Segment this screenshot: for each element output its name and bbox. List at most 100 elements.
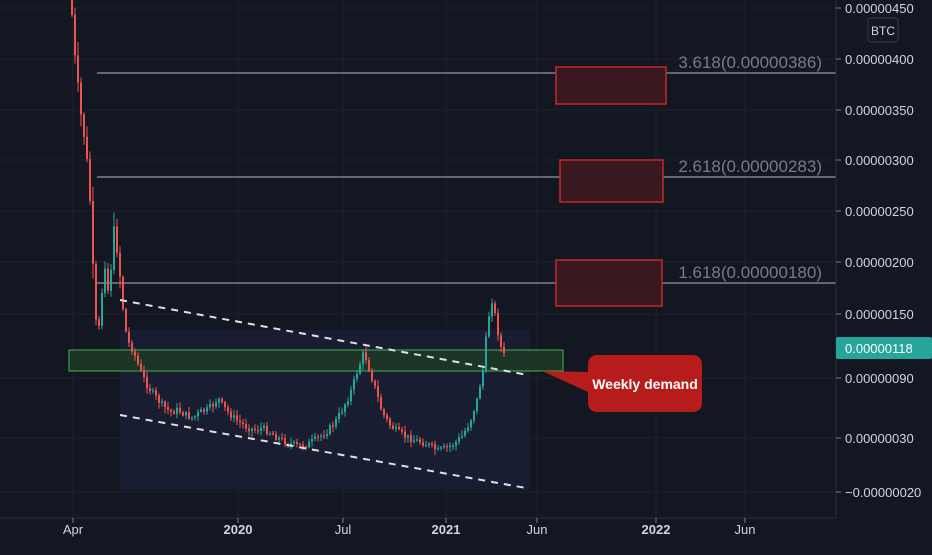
candle-body xyxy=(113,226,115,270)
candle-body xyxy=(239,420,241,423)
candle-body xyxy=(80,82,82,115)
candle-body xyxy=(278,437,280,440)
candle-body xyxy=(329,425,331,435)
candle-body xyxy=(479,386,481,399)
target-box-1618 xyxy=(555,259,663,307)
y-tick-label: 0.00000350 xyxy=(845,103,914,118)
trend-lines xyxy=(119,299,529,489)
candle-body xyxy=(83,114,85,137)
candle-body xyxy=(128,331,130,343)
candle-body xyxy=(101,293,103,326)
candle-body xyxy=(71,0,73,15)
candle-body xyxy=(365,352,367,361)
y-tick-label: 0.00000090 xyxy=(845,371,914,386)
y-tick-label: 0.00000030 xyxy=(845,431,914,446)
price-axis[interactable]: 0.00000450 0.00000400 0.00000350 0.00000300… xyxy=(836,1,921,500)
candle-body xyxy=(155,390,157,396)
candle-body xyxy=(404,431,406,438)
y-tick-label: 0.00000250 xyxy=(845,204,914,219)
candle-body xyxy=(263,425,265,428)
candle-body xyxy=(434,444,436,450)
candle-body xyxy=(377,386,379,398)
candle-body xyxy=(452,445,454,447)
candle-body xyxy=(266,425,268,434)
candle-body xyxy=(200,409,202,412)
currency-label-frame xyxy=(867,17,899,43)
time-axis[interactable]: Apr 2020 Jul 2021 Jun 2022 Jun xyxy=(63,518,756,537)
candle-body xyxy=(125,309,127,332)
candle-body xyxy=(176,407,178,414)
candle-body xyxy=(272,433,274,435)
candle-body xyxy=(107,268,109,291)
y-tick-label: 0.00000150 xyxy=(845,307,914,322)
candle-body xyxy=(92,201,94,264)
candle-body xyxy=(188,412,190,419)
annotation-text: Weekly demand xyxy=(592,376,698,392)
candle-body xyxy=(224,402,226,408)
candle-body xyxy=(89,159,91,202)
candle-body xyxy=(449,445,451,447)
fib-label: 2.618(0.00000283) xyxy=(678,157,822,176)
y-tick-label: 0.00000400 xyxy=(845,52,914,67)
last-price-tag-bg xyxy=(836,337,932,359)
candle-body xyxy=(416,439,418,441)
candle-body xyxy=(74,14,76,56)
candle-body xyxy=(314,436,316,439)
last-price-value: 0.00000118 xyxy=(845,341,913,356)
x-tick-label: 2020 xyxy=(224,522,253,537)
candle-body xyxy=(371,370,373,381)
candle-body xyxy=(323,435,325,437)
candle-body xyxy=(440,447,442,449)
candle-body xyxy=(95,263,97,320)
fib-label: 3.618(0.00000386) xyxy=(678,53,822,72)
candle-body xyxy=(374,380,376,387)
candle-body xyxy=(215,402,217,407)
candle-body xyxy=(197,411,199,417)
candle-body xyxy=(470,420,472,428)
currency-label-box[interactable]: BTC xyxy=(867,17,899,43)
candle-body xyxy=(467,427,469,431)
demand-zone xyxy=(68,349,564,372)
annotation-callout: Weekly demand xyxy=(542,355,702,412)
candle-body xyxy=(230,411,232,418)
x-tick-label: Jul xyxy=(335,522,352,537)
candle-body xyxy=(164,401,166,408)
candle-body xyxy=(398,426,400,430)
x-tick-label: 2022 xyxy=(642,522,671,537)
y-tick-label: 0.00000450 xyxy=(845,1,914,16)
candle-body xyxy=(458,437,460,442)
candle-body xyxy=(218,398,220,403)
candle-body xyxy=(332,425,334,427)
candle-body xyxy=(341,412,343,414)
candle-body xyxy=(392,425,394,429)
candle-body xyxy=(476,398,478,412)
lower-trend-line xyxy=(119,414,527,489)
target-box-2618 xyxy=(559,159,664,203)
candle-body xyxy=(143,370,145,377)
currency-label: BTC xyxy=(871,24,895,38)
candle-body xyxy=(500,335,502,347)
candle-body xyxy=(299,444,301,446)
candle-body xyxy=(116,226,118,253)
candle-body xyxy=(347,401,349,405)
candle-body xyxy=(380,397,382,410)
candle-body xyxy=(158,395,160,403)
candle-body xyxy=(245,424,247,429)
candle-body xyxy=(482,370,484,387)
candle-body xyxy=(431,443,433,445)
candle-body xyxy=(488,316,490,337)
candle-body xyxy=(485,336,487,370)
candle-body xyxy=(86,136,88,160)
candle-body xyxy=(413,440,415,443)
candle-body xyxy=(242,422,244,425)
candle-body xyxy=(428,443,430,446)
y-tick-label: 0.00000200 xyxy=(845,255,914,270)
candle-body xyxy=(461,435,463,438)
candle-body xyxy=(281,437,283,439)
fib-levels: 3.618(0.00000386) 2.618(0.00000283) 1.618(… xyxy=(97,53,836,284)
candle-body xyxy=(236,415,238,421)
candle-body xyxy=(122,276,124,310)
candle-body xyxy=(422,442,424,446)
